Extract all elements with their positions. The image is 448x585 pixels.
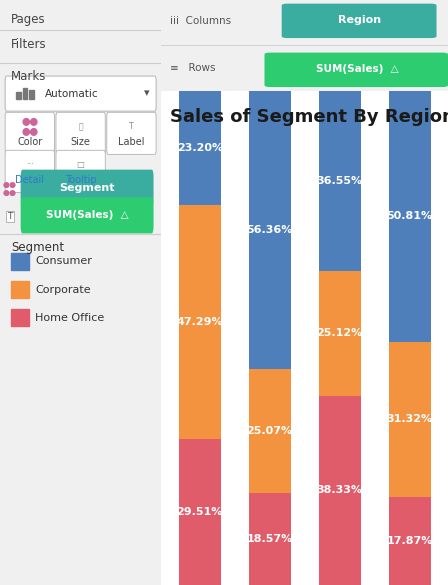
Text: ···: ··· <box>26 160 34 169</box>
Text: 23.20%: 23.20% <box>177 143 223 153</box>
Bar <box>29 90 34 99</box>
Text: T: T <box>7 212 13 221</box>
Bar <box>11 281 29 298</box>
FancyBboxPatch shape <box>21 197 154 233</box>
Text: Filters: Filters <box>11 38 47 51</box>
Bar <box>11 253 29 270</box>
FancyBboxPatch shape <box>56 150 105 192</box>
Text: 25.07%: 25.07% <box>246 426 293 436</box>
FancyBboxPatch shape <box>5 112 55 154</box>
Text: Tooltip: Tooltip <box>65 174 96 185</box>
Text: iii  Columns: iii Columns <box>170 16 231 26</box>
Text: ⬤⬤
⬤⬤: ⬤⬤ ⬤⬤ <box>22 116 39 136</box>
FancyBboxPatch shape <box>21 170 154 206</box>
Text: 18.57%: 18.57% <box>246 534 293 544</box>
Text: 47.29%: 47.29% <box>177 317 223 327</box>
FancyBboxPatch shape <box>264 53 448 87</box>
Text: ≡   Rows: ≡ Rows <box>170 63 215 73</box>
Bar <box>179 91 221 205</box>
Text: ▾: ▾ <box>144 88 150 99</box>
Text: Automatic: Automatic <box>45 88 99 99</box>
Text: 25.12%: 25.12% <box>316 328 363 339</box>
FancyBboxPatch shape <box>56 112 105 154</box>
Text: Segment: Segment <box>11 241 65 254</box>
Text: 17.87%: 17.87% <box>386 536 433 546</box>
Text: Pages: Pages <box>11 13 46 26</box>
Bar <box>319 395 361 585</box>
Text: Label: Label <box>118 136 145 147</box>
Text: 56.36%: 56.36% <box>246 225 293 235</box>
Bar <box>249 369 291 493</box>
Text: 38.33%: 38.33% <box>317 486 362 495</box>
Text: Sales of Segment By Region: Sales of Segment By Region <box>170 108 448 126</box>
Text: □: □ <box>77 160 85 169</box>
Text: Segment: Segment <box>59 183 115 193</box>
Text: 29.51%: 29.51% <box>177 507 223 517</box>
Bar <box>319 271 361 395</box>
Text: Color: Color <box>17 136 43 147</box>
Text: T: T <box>129 122 134 131</box>
Text: Marks: Marks <box>11 70 47 83</box>
FancyBboxPatch shape <box>282 4 436 38</box>
Text: Consumer: Consumer <box>35 256 92 267</box>
Bar <box>249 493 291 585</box>
Bar <box>249 91 291 369</box>
Text: ⬤⬤
⬤⬤: ⬤⬤ ⬤⬤ <box>3 183 17 195</box>
FancyBboxPatch shape <box>107 112 156 154</box>
Text: Region: Region <box>337 15 381 25</box>
Bar <box>22 88 27 99</box>
Bar <box>11 309 29 326</box>
Text: 36.55%: 36.55% <box>317 176 363 186</box>
Text: Corporate: Corporate <box>35 284 91 295</box>
Bar <box>388 91 431 342</box>
Text: ⬭: ⬭ <box>78 122 83 131</box>
Bar <box>179 205 221 439</box>
Text: 31.32%: 31.32% <box>387 414 433 424</box>
Bar <box>179 439 221 585</box>
Text: Home Office: Home Office <box>35 312 105 323</box>
Text: SUM(Sales)  △: SUM(Sales) △ <box>46 210 129 221</box>
FancyBboxPatch shape <box>5 76 156 111</box>
Bar <box>16 92 21 99</box>
Bar <box>319 91 361 271</box>
Text: 50.81%: 50.81% <box>387 211 433 221</box>
Bar <box>388 342 431 497</box>
Text: Detail: Detail <box>15 174 44 185</box>
Text: Size: Size <box>71 136 90 147</box>
Text: SUM(Sales)  △: SUM(Sales) △ <box>316 64 399 74</box>
Bar <box>388 497 431 585</box>
FancyBboxPatch shape <box>5 150 55 192</box>
